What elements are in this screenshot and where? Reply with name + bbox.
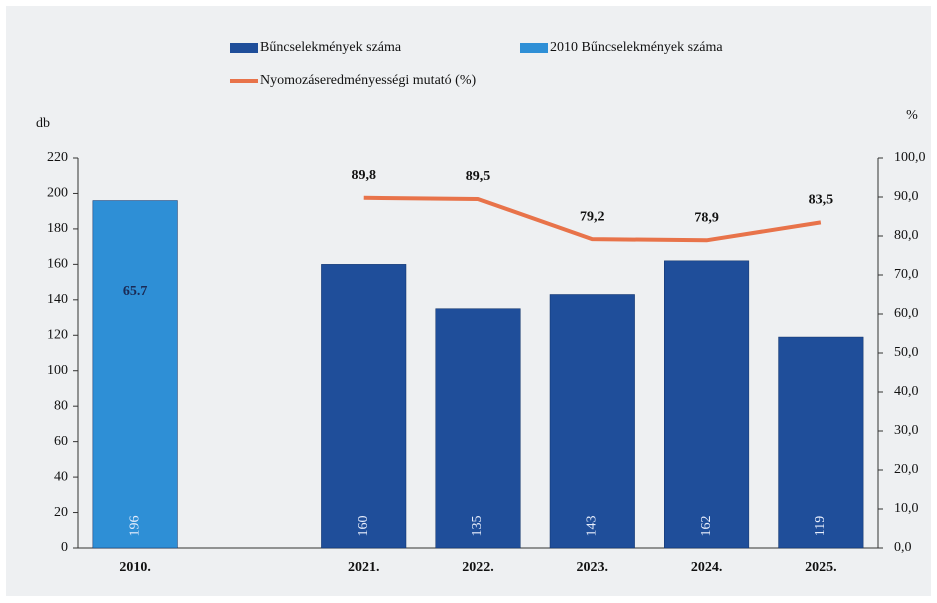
y-tick-label: 40 <box>54 469 68 484</box>
bar-value-label: 119 <box>813 516 828 536</box>
x-tick-label: 2024. <box>691 560 723 575</box>
y2-tick-label: 50,0 <box>894 345 919 360</box>
bar-value-label: 160 <box>356 516 371 537</box>
y-tick-label: 80 <box>54 398 68 413</box>
legend-label: Bűncselekmények száma <box>260 40 402 55</box>
y2-axis-label: % <box>906 108 918 123</box>
bar-value-label: 196 <box>127 516 142 537</box>
y2-tick-label: 40,0 <box>894 384 919 399</box>
legend-label: Nyomozáseredményességi mutató (%) <box>260 73 476 88</box>
bar <box>549 294 635 549</box>
x-tick-label: 2022. <box>462 560 494 575</box>
y-tick-label: 220 <box>47 150 68 165</box>
y-tick-label: 0 <box>61 540 68 555</box>
line-value-label: 65.7 <box>123 284 148 299</box>
line-value-label: 89,8 <box>351 168 376 183</box>
line-value-label: 78,9 <box>694 211 719 226</box>
bar-value-label: 135 <box>470 516 485 537</box>
x-tick-label: 2023. <box>577 560 609 575</box>
bar <box>321 264 407 549</box>
bar <box>435 308 521 549</box>
bar <box>778 336 864 549</box>
y2-tick-label: 10,0 <box>894 501 919 516</box>
legend-label: 2010 Bűncselekmények száma <box>550 40 723 55</box>
y-tick-label: 180 <box>47 221 68 236</box>
legend-marker <box>520 43 548 53</box>
bar-value-label: 162 <box>699 516 714 537</box>
y2-tick-label: 30,0 <box>894 423 919 438</box>
y-tick-label: 200 <box>47 186 68 201</box>
bar <box>664 260 750 549</box>
y2-tick-label: 0,0 <box>894 540 912 555</box>
bar <box>92 200 178 549</box>
y2-tick-label: 80,0 <box>894 228 919 243</box>
bar-value-label: 143 <box>585 516 600 537</box>
y2-tick-label: 60,0 <box>894 306 919 321</box>
x-tick-label: 2025. <box>805 560 837 575</box>
x-tick-label: 2010. <box>119 560 151 575</box>
y2-tick-label: 90,0 <box>894 189 919 204</box>
y-axis-label: db <box>36 116 50 131</box>
y2-tick-label: 70,0 <box>894 267 919 282</box>
line-value-label: 83,5 <box>809 193 834 208</box>
line <box>363 195 822 243</box>
legend-marker <box>230 43 258 53</box>
y-tick-label: 60 <box>54 434 68 449</box>
line-value-label: 79,2 <box>580 209 605 224</box>
y-tick-label: 100 <box>47 363 68 378</box>
x-tick-label: 2021. <box>348 560 380 575</box>
y-tick-label: 20 <box>54 505 68 520</box>
y-tick-label: 160 <box>47 257 68 272</box>
y-tick-label: 140 <box>47 292 68 307</box>
y2-tick-label: 100,0 <box>894 150 926 165</box>
line-value-label: 89,5 <box>466 169 491 184</box>
y2-tick-label: 20,0 <box>894 462 919 477</box>
y-tick-label: 120 <box>47 327 68 342</box>
